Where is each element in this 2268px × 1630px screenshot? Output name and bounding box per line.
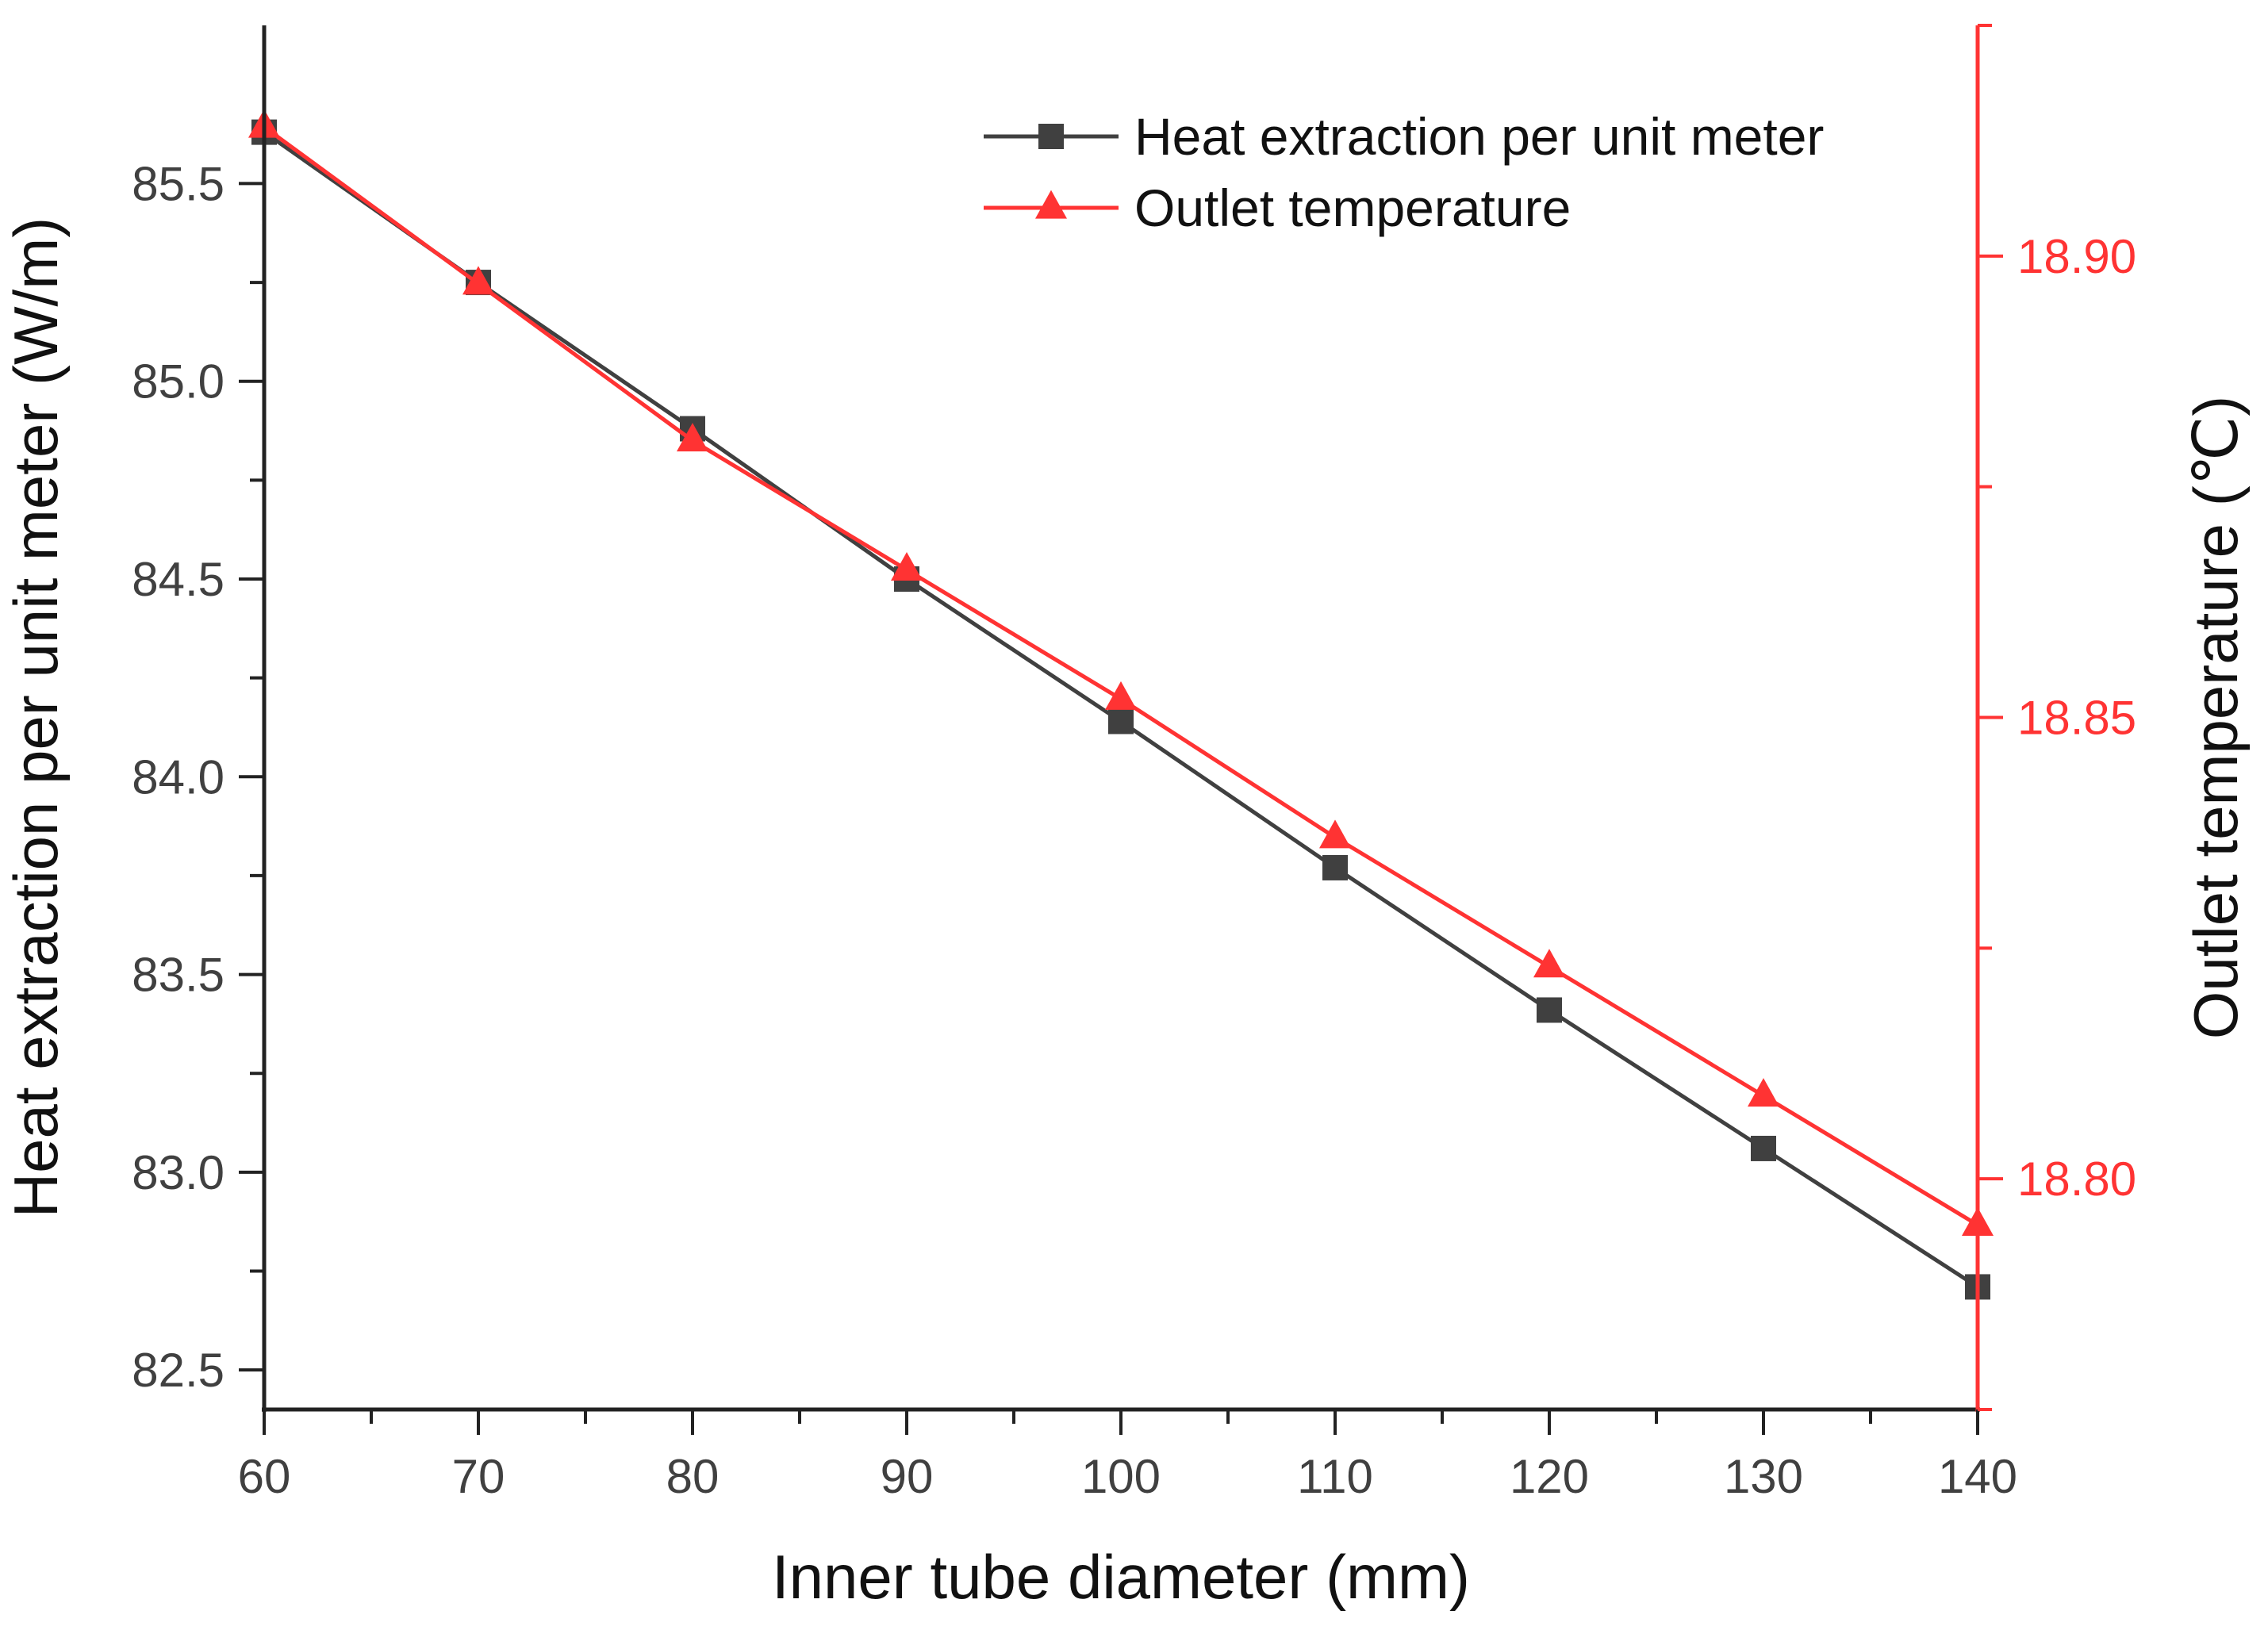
x-tick-label: 70 <box>452 1450 505 1503</box>
data-point-triangle <box>462 266 494 295</box>
data-point-triangle <box>891 552 923 581</box>
series-line <box>263 125 1979 1227</box>
x-tick-label: 80 <box>666 1450 720 1503</box>
y-tick-label: 83.5 <box>132 949 224 1002</box>
y-tick-label: 83.0 <box>132 1146 224 1199</box>
x-tick-label: 100 <box>1081 1450 1161 1503</box>
series-layer <box>248 109 1994 1300</box>
data-point-triangle <box>1533 949 1565 978</box>
x-tick-label: 140 <box>1938 1450 2017 1503</box>
legend-item: Outlet temperature <box>984 178 1571 237</box>
series-outlet-temperature <box>248 109 1994 1237</box>
data-point-triangle <box>1035 190 1067 219</box>
data-point-triangle <box>1105 681 1137 710</box>
y2-tick-label: 18.85 <box>2017 692 2136 745</box>
x-tick-label: 90 <box>881 1450 934 1503</box>
legend-item: Heat extraction per unit meter <box>984 107 1824 166</box>
y-tick-label: 84.5 <box>132 553 224 606</box>
legend-label: Outlet temperature <box>1134 178 1571 237</box>
y2-axis-title: Outlet temperature (℃) <box>2181 396 2251 1040</box>
x-tick-label: 110 <box>1297 1450 1373 1503</box>
legend: Heat extraction per unit meter Outlet tem… <box>984 107 1824 237</box>
y-tick-label: 85.0 <box>132 355 224 408</box>
data-point-square <box>1322 854 1348 880</box>
data-point-triangle <box>677 423 708 452</box>
x-tick-label: 130 <box>1724 1450 1803 1503</box>
axes-layer: 60 70 80 90 100 110 120 130 140 82.5 83.0 83.5 84.0 8… <box>132 24 2136 1503</box>
x-tick-label: 60 <box>238 1450 291 1503</box>
x-tick-label: 120 <box>1510 1450 1589 1503</box>
x-axis-title: Inner tube diameter (mm) <box>772 1542 1470 1612</box>
data-point-square <box>1537 997 1562 1023</box>
y2-tick-label: 18.90 <box>2017 230 2136 283</box>
y2-tick-label: 18.80 <box>2017 1153 2136 1206</box>
data-point-triangle <box>1748 1078 1779 1107</box>
data-point-square <box>1751 1135 1776 1161</box>
legend-label: Heat extraction per unit meter <box>1134 107 1824 166</box>
data-point-square <box>1108 708 1134 734</box>
y-tick-label: 82.5 <box>132 1344 224 1397</box>
data-point-triangle <box>1319 819 1351 849</box>
y-axis-title: Heat extraction per unit meter (W/m) <box>1 217 71 1218</box>
y-tick-label: 85.5 <box>132 157 224 210</box>
data-point-square <box>1038 124 1064 149</box>
y-tick-label: 84.0 <box>132 750 224 803</box>
